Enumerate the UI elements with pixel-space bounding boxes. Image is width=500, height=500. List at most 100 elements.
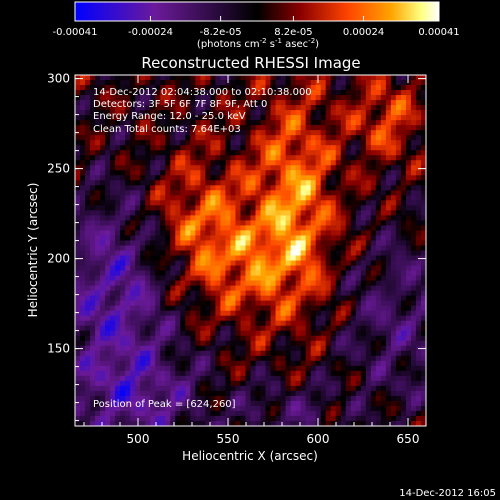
heatmap-cell [235,315,242,322]
heatmap-cell [360,400,367,407]
heatmap-cell [115,170,121,176]
heatmap-cell [395,270,402,277]
heatmap-cell [115,255,121,262]
heatmap-cell [405,195,412,201]
heatmap-cell [120,250,126,257]
heatmap-cell [285,220,292,227]
heatmap-cell [230,190,237,196]
heatmap-cell [130,215,136,222]
heatmap-cell [355,225,362,232]
heatmap-cell [345,255,352,262]
heatmap-cell [140,330,146,337]
heatmap-cell [100,205,106,211]
heatmap-cell [220,335,227,342]
heatmap-cell [130,135,136,141]
heatmap-cell [95,100,101,106]
heatmap-cell [100,320,106,327]
heatmap-cell [105,220,111,227]
heatmap-cell [80,125,86,131]
heatmap-cell [80,240,86,247]
heatmap-cell [335,310,342,317]
heatmap-cell [225,275,232,282]
heatmap-cell [85,280,91,287]
heatmap-cell [190,365,196,372]
heatmap-cell [265,265,272,272]
heatmap-cell [135,300,141,307]
heatmap-cell [190,225,196,232]
heatmap-cell [305,235,312,242]
heatmap-cell [180,240,186,247]
heatmap-cell [295,140,302,146]
heatmap-cell [280,215,287,222]
heatmap-cell [130,410,136,417]
heatmap-cell [345,405,352,412]
heatmap-cell [75,145,81,151]
heatmap-cell [130,315,136,322]
heatmap-cell [210,365,216,372]
heatmap-cell [365,110,372,116]
heatmap-cell [130,140,136,146]
heatmap-cell [395,400,402,407]
heatmap-cell [290,340,297,347]
heatmap-cell [195,210,201,216]
heatmap-cell [80,160,86,166]
heatmap-cell [215,365,222,372]
heatmap-cell [350,215,357,222]
heatmap-cell [390,120,397,126]
heatmap-cell [185,325,191,332]
heatmap-cell [185,220,191,227]
heatmap-cell [155,95,161,101]
heatmap-cell [410,350,417,357]
heatmap-cell [330,385,337,392]
heatmap-cell [270,400,277,407]
heatmap-cell [320,230,327,237]
heatmap-cell [335,340,342,347]
heatmap-cell [315,275,322,282]
heatmap-cell [345,115,352,121]
heatmap-cell [225,280,232,287]
heatmap-cell [285,255,292,262]
heatmap-cell [180,140,186,146]
heatmap-cell [200,135,206,141]
heatmap-cell [140,310,146,317]
heatmap-cell [145,270,151,277]
heatmap-cell [90,290,96,297]
heatmap-cell [120,380,126,387]
heatmap-cell [90,75,96,81]
heatmap-cell [210,140,216,146]
heatmap-cell [235,140,242,146]
heatmap-cell [105,325,111,332]
heatmap-cell [175,150,181,156]
heatmap-cell [150,355,156,362]
heatmap-cell [145,355,151,362]
heatmap-cell [305,410,312,417]
heatmap-cell [415,380,422,387]
heatmap-cell [115,360,121,367]
heatmap-cell [130,165,136,171]
heatmap-cell [90,255,96,262]
heatmap-cell [90,420,96,426]
heatmap-cell [225,240,232,247]
heatmap-cell [85,185,91,191]
heatmap-cell [245,250,252,257]
heatmap-cell [220,190,227,196]
heatmap-cell [210,385,216,392]
heatmap-cell [170,385,176,392]
heatmap-cell [380,100,387,106]
heatmap-cell [145,290,151,297]
heatmap-cell [130,175,136,181]
heatmap-cell [380,195,387,201]
heatmap-cell [150,270,156,277]
heatmap-cell [80,140,86,146]
heatmap-cell [385,185,392,191]
heatmap-cell [260,300,267,307]
heatmap-cell [225,375,232,382]
heatmap-cell [295,265,302,272]
heatmap-cell [420,375,426,382]
heatmap-cell [235,135,242,141]
heatmap-cell [325,90,332,96]
heatmap-cell [310,375,317,382]
heatmap-cell [285,370,292,377]
heatmap-cell [80,280,86,287]
heatmap-cell [335,385,342,392]
